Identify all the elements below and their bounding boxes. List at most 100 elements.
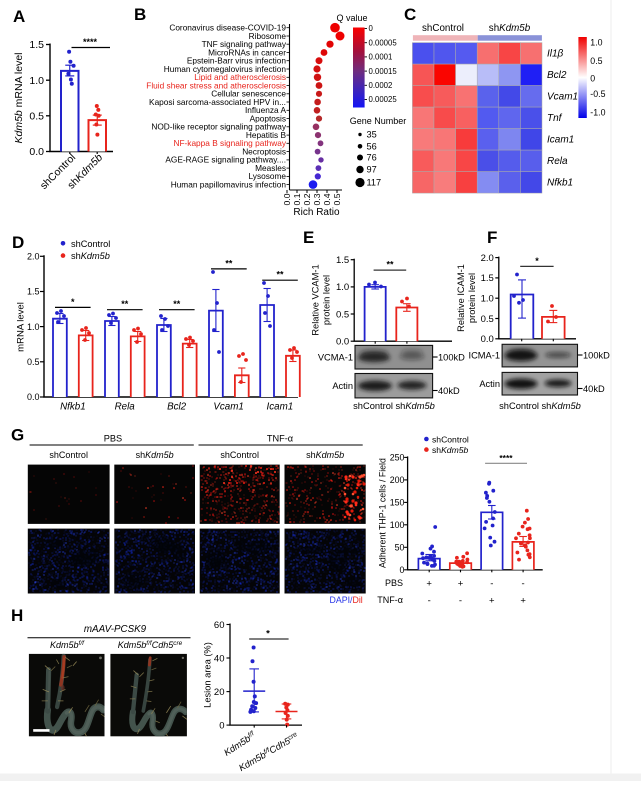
svg-text:Bcl2: Bcl2 xyxy=(547,70,567,81)
svg-text:0.0: 0.0 xyxy=(27,392,40,402)
svg-text:Vcam1: Vcam1 xyxy=(213,402,244,413)
svg-text:shControl: shControl xyxy=(49,450,88,460)
svg-text:shControl shKdm5b: shControl shKdm5b xyxy=(499,401,581,411)
svg-text:protein level: protein level xyxy=(467,273,477,323)
svg-text:Q value: Q value xyxy=(336,13,367,23)
svg-text:Necroptosis: Necroptosis xyxy=(242,146,286,156)
svg-text:PBS: PBS xyxy=(104,434,122,444)
svg-text:Kdm5b mRNA level: Kdm5b mRNA level xyxy=(13,52,25,143)
svg-text:Human papillomavirus infection: Human papillomavirus infection xyxy=(171,179,287,189)
svg-text:H: H xyxy=(11,606,23,625)
svg-text:**: ** xyxy=(276,270,284,280)
svg-text:**: ** xyxy=(121,299,129,309)
svg-text:0: 0 xyxy=(399,565,404,575)
svg-text:60: 60 xyxy=(214,620,225,631)
svg-text:DAPI/: DAPI/ xyxy=(330,595,354,605)
svg-text:-0.5: -0.5 xyxy=(590,89,605,99)
svg-text:0.00025: 0.00025 xyxy=(369,95,398,104)
svg-text:shKdm5b: shKdm5b xyxy=(71,251,110,261)
svg-text:protein level: protein level xyxy=(322,275,332,325)
svg-text:0.5: 0.5 xyxy=(481,314,494,325)
svg-text:1.0: 1.0 xyxy=(590,38,602,48)
svg-text:1.5: 1.5 xyxy=(29,39,44,51)
svg-text:Epstein-Barr virus infection: Epstein-Barr virus infection xyxy=(187,56,287,66)
svg-text:D: D xyxy=(12,233,24,252)
svg-text:+: + xyxy=(489,596,495,607)
svg-text:0.0: 0.0 xyxy=(481,334,494,345)
svg-text:NOD-like receptor signaling pa: NOD-like receptor signaling pathway xyxy=(151,122,287,132)
svg-text:Il1β: Il1β xyxy=(547,49,564,60)
svg-text:VCMA-1: VCMA-1 xyxy=(318,353,353,363)
svg-text:Cellular senescence: Cellular senescence xyxy=(211,89,286,99)
svg-text:+: + xyxy=(520,596,526,607)
svg-text:35: 35 xyxy=(367,130,377,140)
svg-text:0.00005: 0.00005 xyxy=(369,38,398,47)
svg-text:0.00015: 0.00015 xyxy=(369,67,398,76)
svg-text:mAAV-PCSK9: mAAV-PCSK9 xyxy=(84,624,147,635)
svg-text:MicroRNAs in cancer: MicroRNAs in cancer xyxy=(208,47,286,57)
svg-text:0.5: 0.5 xyxy=(27,357,40,367)
svg-text:-: - xyxy=(522,579,525,590)
svg-text:Dil: Dil xyxy=(353,595,363,605)
svg-text:0: 0 xyxy=(590,74,595,84)
svg-text:0.3: 0.3 xyxy=(312,193,322,205)
svg-text:250: 250 xyxy=(390,453,405,463)
svg-text:shControl: shControl xyxy=(422,23,464,34)
svg-text:Kaposi sarcoma-associated HPV: Kaposi sarcoma-associated HPV in... xyxy=(149,97,286,107)
svg-text:-: - xyxy=(459,596,462,607)
svg-text:1.5: 1.5 xyxy=(481,273,494,284)
svg-text:150: 150 xyxy=(390,498,405,508)
svg-text:-1.0: -1.0 xyxy=(590,107,605,117)
svg-text:2.0: 2.0 xyxy=(27,252,40,262)
svg-text:A: A xyxy=(13,7,25,26)
svg-text:0.5: 0.5 xyxy=(590,56,602,66)
svg-text:0.0001: 0.0001 xyxy=(369,53,393,62)
svg-text:TNF signaling pathway: TNF signaling pathway xyxy=(202,39,287,49)
svg-text:1.0: 1.0 xyxy=(481,294,494,305)
svg-text:0.5: 0.5 xyxy=(332,193,342,205)
svg-text:Rich Ratio: Rich Ratio xyxy=(293,207,340,218)
svg-text:Nfkb1: Nfkb1 xyxy=(60,402,86,413)
svg-text:**: ** xyxy=(225,258,233,268)
svg-text:Tnf: Tnf xyxy=(547,113,563,124)
svg-text:0.0: 0.0 xyxy=(282,193,292,205)
svg-text:AGE-RAGE signaling pathway....: AGE-RAGE signaling pathway.... xyxy=(165,155,286,165)
svg-text:76: 76 xyxy=(367,153,377,163)
svg-text:1.0: 1.0 xyxy=(29,75,44,87)
svg-text:Human cytomegalovirus infectio: Human cytomegalovirus infection xyxy=(164,64,287,74)
svg-text:Adherent THP-1 cells / Field: Adherent THP-1 cells / Field xyxy=(378,458,388,568)
svg-text:Icam1: Icam1 xyxy=(267,402,294,413)
svg-text:0.5: 0.5 xyxy=(336,309,349,320)
svg-text:0.2: 0.2 xyxy=(302,193,312,205)
svg-text:+: + xyxy=(426,579,432,590)
svg-text:20: 20 xyxy=(214,687,225,698)
svg-text:**: ** xyxy=(173,299,181,309)
svg-text:*: * xyxy=(71,297,75,307)
svg-text:shControl: shControl xyxy=(432,434,469,444)
svg-text:0.0002: 0.0002 xyxy=(369,81,393,90)
svg-text:+: + xyxy=(458,579,464,590)
svg-text:E: E xyxy=(303,228,314,247)
svg-text:shControl: shControl xyxy=(220,450,259,460)
svg-text:Lipid and atherosclerosis: Lipid and atherosclerosis xyxy=(194,72,286,82)
svg-text:Icam1: Icam1 xyxy=(547,135,574,146)
svg-text:100: 100 xyxy=(390,520,405,530)
svg-text:Influenza A: Influenza A xyxy=(245,105,287,115)
svg-text:*: * xyxy=(535,256,539,266)
svg-text:Actin: Actin xyxy=(479,379,500,389)
svg-text:1.0: 1.0 xyxy=(336,282,349,293)
svg-text:shKdm5b: shKdm5b xyxy=(489,23,531,34)
svg-text:-: - xyxy=(428,596,431,607)
svg-text:shControl shKdm5b: shControl shKdm5b xyxy=(353,401,435,411)
svg-text:0: 0 xyxy=(369,24,374,33)
svg-text:0.4: 0.4 xyxy=(322,193,332,205)
svg-text:TNF-α: TNF-α xyxy=(267,434,294,444)
svg-text:Ribosome: Ribosome xyxy=(249,31,287,41)
svg-text:shKdm5b: shKdm5b xyxy=(432,445,469,455)
svg-text:40kD: 40kD xyxy=(583,384,605,394)
svg-text:1.5: 1.5 xyxy=(336,255,349,266)
svg-text:100kD: 100kD xyxy=(438,353,465,363)
svg-text:0.1: 0.1 xyxy=(292,193,302,205)
svg-text:Kdm5bf/fCdh5cre: Kdm5bf/fCdh5cre xyxy=(118,640,183,650)
svg-text:40kD: 40kD xyxy=(438,386,460,396)
